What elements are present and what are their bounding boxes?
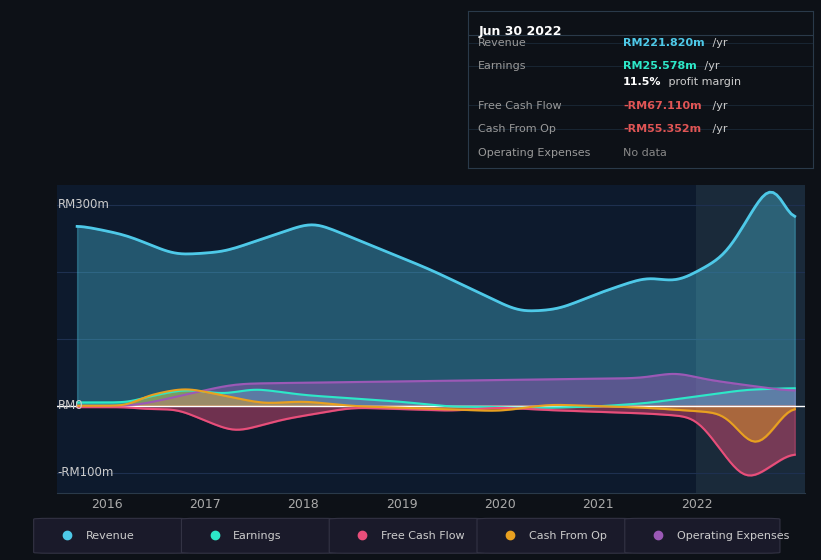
Text: Cash From Op: Cash From Op bbox=[479, 124, 556, 134]
Text: No data: No data bbox=[623, 148, 667, 157]
Text: /yr: /yr bbox=[701, 62, 719, 71]
Text: Operating Expenses: Operating Expenses bbox=[677, 530, 789, 540]
Text: profit margin: profit margin bbox=[664, 77, 741, 87]
Text: /yr: /yr bbox=[709, 38, 728, 48]
Text: Revenue: Revenue bbox=[479, 38, 527, 48]
Text: Free Cash Flow: Free Cash Flow bbox=[381, 530, 465, 540]
Text: Earnings: Earnings bbox=[479, 62, 527, 71]
Text: /yr: /yr bbox=[709, 101, 728, 110]
Text: Jun 30 2022: Jun 30 2022 bbox=[479, 25, 562, 38]
Text: Cash From Op: Cash From Op bbox=[529, 530, 607, 540]
FancyBboxPatch shape bbox=[477, 519, 632, 553]
Text: Revenue: Revenue bbox=[85, 530, 134, 540]
FancyBboxPatch shape bbox=[34, 519, 189, 553]
Text: Operating Expenses: Operating Expenses bbox=[479, 148, 590, 157]
Text: Earnings: Earnings bbox=[233, 530, 282, 540]
Text: 11.5%: 11.5% bbox=[623, 77, 662, 87]
Text: -RM100m: -RM100m bbox=[57, 466, 114, 479]
Text: /yr: /yr bbox=[709, 124, 728, 134]
Bar bbox=[696, 185, 805, 493]
Text: RM25.578m: RM25.578m bbox=[623, 62, 697, 71]
Text: RM300m: RM300m bbox=[57, 198, 109, 211]
FancyBboxPatch shape bbox=[625, 519, 780, 553]
Text: -RM67.110m: -RM67.110m bbox=[623, 101, 702, 110]
FancyBboxPatch shape bbox=[329, 519, 484, 553]
Text: RM0: RM0 bbox=[57, 399, 83, 412]
Text: -RM55.352m: -RM55.352m bbox=[623, 124, 701, 134]
Text: Free Cash Flow: Free Cash Flow bbox=[479, 101, 562, 110]
FancyBboxPatch shape bbox=[181, 519, 337, 553]
Text: RM221.820m: RM221.820m bbox=[623, 38, 704, 48]
